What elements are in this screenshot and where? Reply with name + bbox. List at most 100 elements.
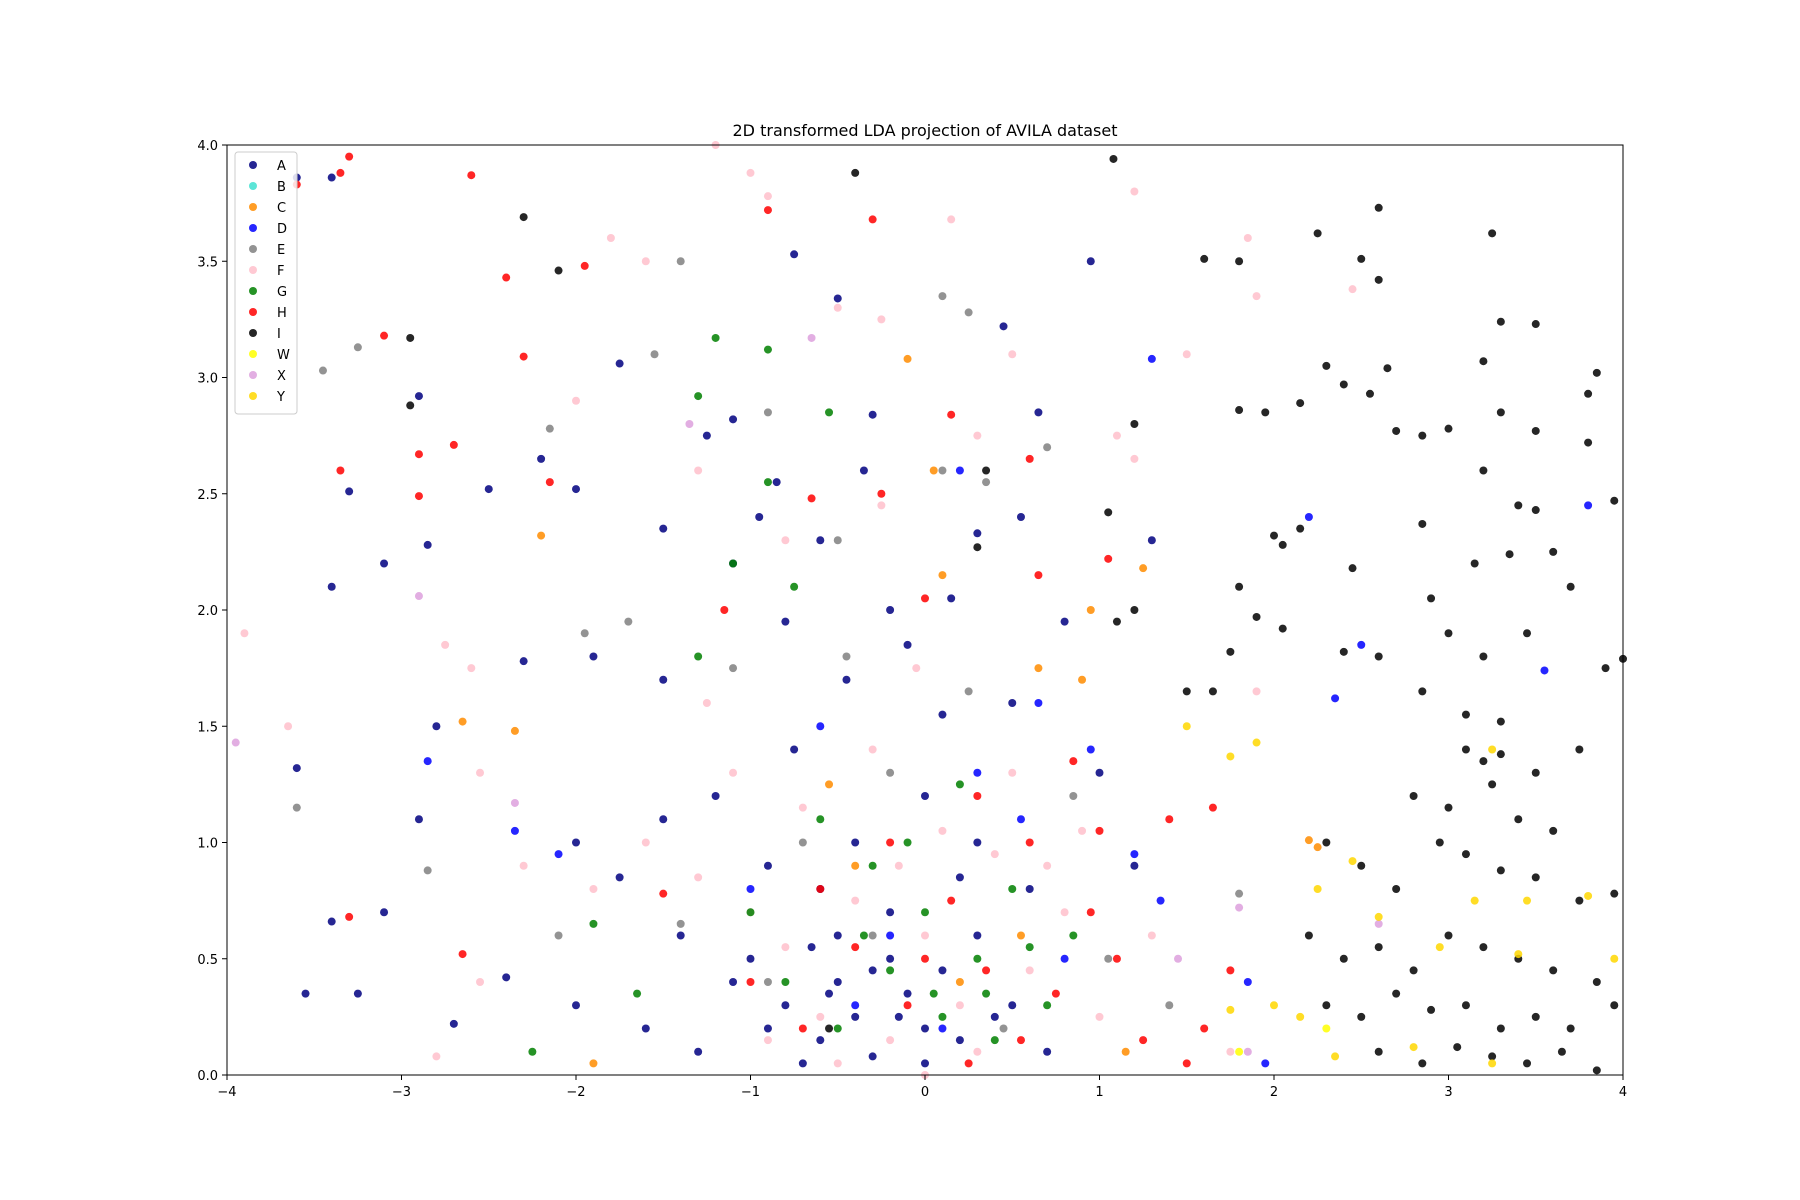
point-x-4 bbox=[685, 420, 694, 428]
point-f-47 bbox=[1008, 768, 1017, 777]
point-g-5 bbox=[729, 559, 738, 568]
point-a-15 bbox=[1034, 408, 1043, 417]
point-g-10 bbox=[921, 908, 929, 917]
point-f-1 bbox=[284, 722, 293, 731]
point-i-10 bbox=[1488, 229, 1497, 238]
point-a-80 bbox=[859, 466, 868, 475]
point-a-2 bbox=[345, 487, 354, 496]
point-i-26 bbox=[1531, 426, 1540, 435]
point-x-2 bbox=[510, 798, 519, 807]
point-g-18 bbox=[990, 1036, 999, 1045]
point-c-1 bbox=[458, 717, 467, 726]
point-i-102 bbox=[1557, 1047, 1566, 1056]
point-i-48 bbox=[1479, 652, 1488, 661]
point-e-6 bbox=[833, 536, 842, 545]
point-f-34 bbox=[851, 896, 860, 905]
point-i-35 bbox=[1479, 466, 1488, 475]
point-h-37 bbox=[1200, 1024, 1209, 1033]
legend-label-y: Y bbox=[276, 390, 285, 405]
point-i-82 bbox=[1409, 966, 1418, 975]
point-e-8 bbox=[964, 308, 973, 317]
point-e-11 bbox=[1043, 443, 1052, 452]
point-i-13 bbox=[1357, 254, 1366, 263]
point-f-24 bbox=[1252, 292, 1261, 301]
point-i-25 bbox=[1496, 408, 1505, 417]
point-i-69 bbox=[1549, 826, 1558, 835]
legend-marker-i bbox=[249, 329, 257, 337]
point-c-8 bbox=[1078, 675, 1087, 684]
point-a-28 bbox=[1008, 699, 1017, 707]
point-h-6 bbox=[502, 273, 511, 282]
point-a-57 bbox=[921, 792, 929, 800]
point-i-63 bbox=[1531, 768, 1540, 777]
point-f-42 bbox=[1147, 931, 1156, 940]
point-a-79 bbox=[816, 536, 825, 545]
point-g-6 bbox=[790, 582, 799, 591]
legend-marker-a bbox=[249, 161, 257, 169]
point-a-78 bbox=[772, 478, 781, 487]
point-x-6 bbox=[1374, 919, 1383, 928]
point-a-50 bbox=[1008, 1001, 1017, 1010]
point-g-23 bbox=[1069, 931, 1078, 940]
x-tick-label: −1 bbox=[741, 1085, 760, 1100]
point-f-56 bbox=[1252, 687, 1261, 696]
legend-marker-f bbox=[249, 266, 257, 274]
point-h-19 bbox=[720, 606, 729, 614]
point-f-18 bbox=[973, 431, 982, 440]
point-f-32 bbox=[781, 943, 790, 952]
point-a-77 bbox=[659, 815, 668, 824]
point-i-49 bbox=[1523, 629, 1532, 638]
point-h-29 bbox=[903, 1001, 912, 1010]
point-h-21 bbox=[1034, 571, 1043, 580]
point-a-85 bbox=[1016, 513, 1025, 521]
point-i-18 bbox=[1383, 364, 1392, 373]
point-f-6 bbox=[746, 168, 755, 177]
point-i-90 bbox=[1392, 989, 1401, 998]
point-y-14 bbox=[1331, 1052, 1340, 1061]
point-h-9 bbox=[519, 352, 528, 361]
point-e-16 bbox=[964, 687, 973, 696]
point-i-3 bbox=[554, 266, 563, 275]
point-h-7 bbox=[580, 261, 589, 270]
point-d-19 bbox=[1243, 978, 1252, 986]
point-h-34 bbox=[1086, 908, 1095, 917]
point-i-78 bbox=[1610, 889, 1619, 898]
point-a-65 bbox=[833, 931, 842, 940]
point-c-17 bbox=[1034, 664, 1043, 673]
point-i-55 bbox=[1418, 687, 1427, 696]
point-h-18 bbox=[1025, 454, 1034, 463]
point-i-23 bbox=[1418, 431, 1427, 440]
point-e-7 bbox=[938, 292, 947, 301]
point-i-24 bbox=[1444, 424, 1453, 433]
legend-label-c: C bbox=[277, 201, 286, 216]
point-g-3 bbox=[825, 408, 834, 417]
point-i-0 bbox=[851, 168, 860, 177]
point-a-27 bbox=[973, 529, 982, 538]
point-h-10 bbox=[414, 450, 423, 459]
point-c-11 bbox=[851, 861, 860, 870]
point-e-9 bbox=[938, 466, 947, 475]
point-e-4 bbox=[676, 257, 685, 266]
point-a-19 bbox=[659, 524, 668, 533]
point-h-30 bbox=[947, 896, 956, 905]
point-g-7 bbox=[694, 652, 703, 661]
points-layer bbox=[231, 141, 1627, 1079]
x-tick-label: 3 bbox=[1444, 1085, 1452, 1100]
point-i-66 bbox=[1444, 803, 1453, 812]
point-i-42 bbox=[1252, 612, 1261, 621]
point-i-32 bbox=[1278, 540, 1287, 549]
point-a-1 bbox=[327, 173, 336, 182]
point-a-9 bbox=[615, 359, 624, 368]
legend-label-a: A bbox=[277, 159, 286, 174]
point-g-17 bbox=[938, 1012, 947, 1021]
point-f-30 bbox=[694, 873, 703, 882]
legend-marker-b bbox=[249, 182, 257, 190]
point-a-7 bbox=[423, 540, 432, 549]
point-a-74 bbox=[301, 989, 310, 998]
point-f-9 bbox=[877, 315, 886, 324]
point-g-0 bbox=[711, 333, 720, 342]
point-a-62 bbox=[676, 931, 685, 940]
point-d-8 bbox=[746, 885, 755, 893]
point-i-31 bbox=[1270, 531, 1278, 540]
point-f-10 bbox=[947, 215, 956, 224]
